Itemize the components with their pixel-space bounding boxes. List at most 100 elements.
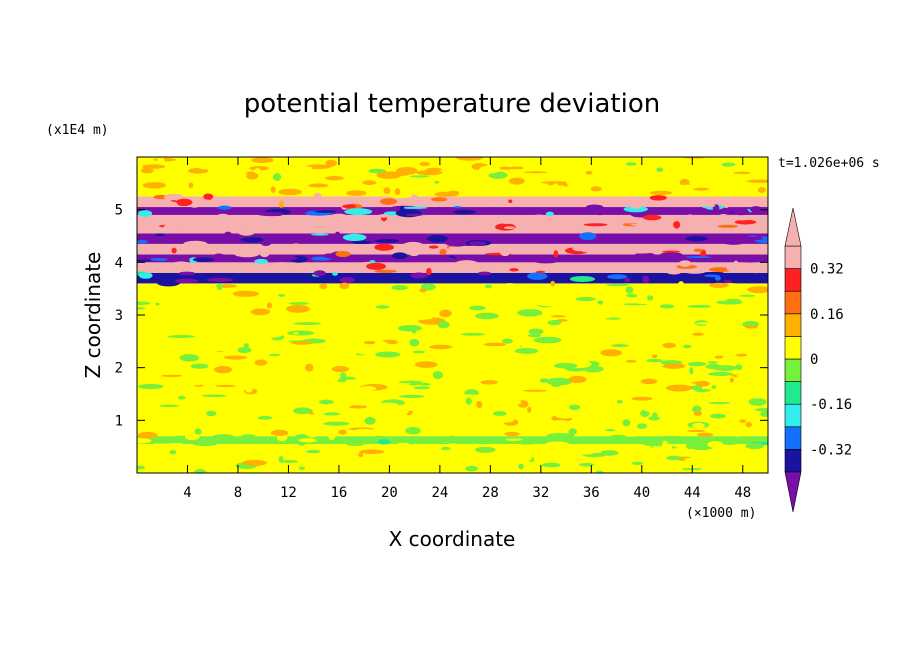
- field-blob: [733, 311, 758, 316]
- field-blob: [292, 388, 317, 396]
- field-blob: [379, 378, 389, 384]
- field-blob: [401, 374, 428, 379]
- colorbar: 0.32 0.16 0 -0.16 -0.32: [784, 207, 852, 513]
- field-blob: [475, 446, 496, 453]
- field-blob: [429, 344, 453, 350]
- x-tick-label: 8: [234, 485, 242, 501]
- field-blob: [229, 296, 254, 305]
- field-blob: [206, 410, 217, 417]
- field-blob: [749, 302, 759, 311]
- field-blob: [717, 224, 739, 228]
- field-blob: [254, 331, 283, 338]
- field-blob: [159, 404, 180, 407]
- field-blob: [591, 199, 601, 202]
- field-blob: [257, 415, 273, 420]
- field-blob: [740, 225, 765, 229]
- field-blob: [208, 185, 234, 189]
- field-blob: [419, 288, 427, 293]
- field-blob: [441, 446, 451, 451]
- field-blob: [730, 450, 741, 457]
- field-blob: [734, 219, 757, 225]
- field-blob: [545, 211, 555, 217]
- field-blob: [163, 193, 184, 201]
- field-blob: [302, 458, 327, 466]
- field-blob: [454, 224, 464, 228]
- field-blob: [227, 464, 232, 471]
- field-blob: [278, 315, 289, 324]
- field-blob: [733, 208, 750, 216]
- field-blob: [402, 241, 424, 250]
- x-ticks: 4 8 12 16 20 24 28 32 36 40 44 48: [183, 157, 751, 501]
- field-blob: [335, 168, 347, 172]
- field-blob: [246, 355, 262, 361]
- field-blob: [745, 442, 765, 450]
- field-blob: [192, 398, 213, 406]
- field-blob: [748, 270, 764, 274]
- field-blob: [533, 222, 553, 230]
- y-axis-label: Z coordinate: [81, 252, 105, 379]
- field-blob: [401, 206, 428, 209]
- field-blob: [443, 350, 466, 358]
- field-blob: [150, 258, 168, 261]
- field-blob: [418, 307, 435, 312]
- field-blob: [605, 317, 621, 320]
- field-blob: [332, 271, 338, 276]
- field-blob: [714, 465, 737, 472]
- x-axis-label: X coordinate: [389, 527, 516, 551]
- field-band-4: [137, 262, 768, 273]
- field-blob: [530, 468, 540, 473]
- field-blob: [478, 165, 501, 174]
- field-blob: [287, 256, 298, 260]
- field-blob: [636, 423, 648, 429]
- field-blob: [551, 274, 573, 281]
- field-blob: [397, 324, 422, 332]
- field-blob: [339, 277, 356, 283]
- field-blob: [642, 275, 650, 283]
- field-blob: [277, 217, 293, 220]
- field-blob: [171, 261, 191, 268]
- field-blob: [744, 325, 758, 329]
- field-blob: [206, 277, 234, 282]
- field-blob: [626, 324, 632, 328]
- field-blob: [209, 345, 228, 352]
- field-blob: [526, 322, 542, 330]
- field-blob: [408, 250, 420, 257]
- field-blob: [719, 214, 729, 218]
- field-blob: [531, 317, 560, 321]
- field-blob: [493, 360, 509, 367]
- field-blob: [628, 384, 654, 392]
- field-blob: [746, 179, 768, 183]
- field-blob: [298, 438, 317, 443]
- field-blob: [483, 342, 507, 347]
- field-blob: [285, 239, 309, 244]
- field-blob: [665, 237, 673, 243]
- field-blob: [536, 175, 557, 182]
- field-blob: [567, 220, 587, 227]
- field-blob: [465, 221, 472, 224]
- field-blob: [608, 176, 614, 181]
- field-blob: [540, 181, 568, 184]
- field-blob: [548, 420, 571, 426]
- field-blob: [559, 436, 578, 443]
- field-blob: [157, 263, 176, 269]
- field-blob: [137, 431, 158, 439]
- field-blob: [499, 248, 511, 257]
- y-tick-label: 2: [115, 361, 123, 377]
- field-blob: [237, 347, 252, 354]
- field-blob: [432, 371, 444, 380]
- field-blob: [137, 259, 152, 262]
- field-blob: [585, 204, 604, 210]
- field-blob: [157, 172, 171, 175]
- field-blob: [201, 394, 227, 398]
- field-blob: [271, 224, 298, 232]
- field-blob: [686, 214, 694, 219]
- field-blob: [696, 432, 714, 437]
- field-blob: [476, 329, 497, 334]
- field-blob: [477, 228, 500, 231]
- field-blob: [264, 348, 274, 354]
- field-blob: [369, 259, 376, 264]
- field-blob: [704, 204, 716, 208]
- field-blob: [346, 259, 364, 262]
- field-blob: [226, 410, 253, 417]
- field-blob: [646, 358, 663, 363]
